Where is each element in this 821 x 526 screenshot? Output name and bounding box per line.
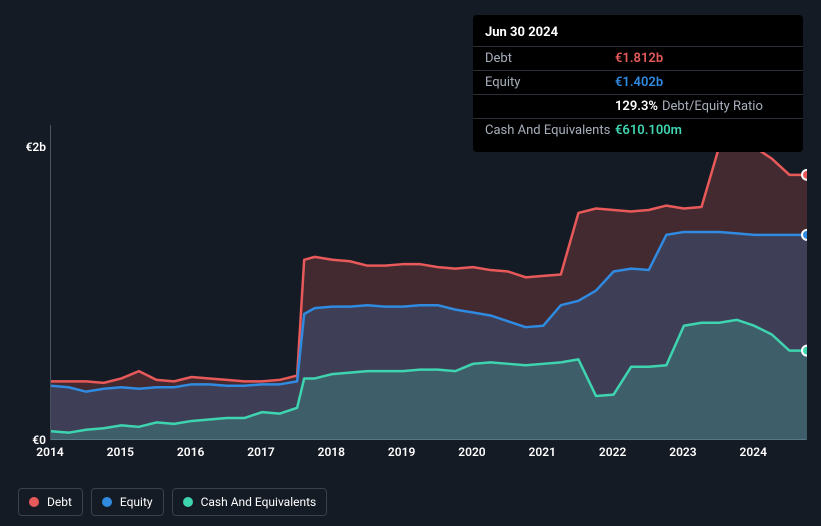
tooltip-row: Cash And Equivalents€610.100m: [473, 118, 803, 142]
chart-tooltip: Jun 30 2024 Debt€1.812bEquity€1.402b129.…: [473, 15, 803, 152]
x-axis: 2014201520162017201820192020202120222023…: [50, 445, 806, 465]
plot-area[interactable]: [50, 125, 806, 440]
tooltip-row: Debt€1.812b: [473, 46, 803, 70]
tooltip-date: Jun 30 2024: [473, 25, 803, 46]
x-tick-label: 2023: [669, 445, 696, 459]
x-tick-label: 2022: [599, 445, 626, 459]
legend-item-equity[interactable]: Equity: [91, 488, 164, 516]
x-tick-label: 2018: [318, 445, 345, 459]
tooltip-value: 129.3%: [615, 99, 658, 114]
y-axis: €0€2b: [18, 125, 50, 440]
legend-dot-icon: [102, 497, 112, 507]
x-tick-label: 2015: [107, 445, 134, 459]
x-tick-label: 2024: [740, 445, 767, 459]
tooltip-label: Equity: [485, 75, 615, 90]
series-marker-debt: [802, 170, 807, 180]
tooltip-value: €1.812b: [615, 51, 663, 66]
x-tick-label: 2014: [36, 445, 63, 459]
tooltip-row: 129.3% Debt/Equity Ratio: [473, 94, 803, 118]
tooltip-extra: Debt/Equity Ratio: [662, 99, 763, 114]
legend-dot-icon: [183, 497, 193, 507]
x-tick-label: 2020: [458, 445, 485, 459]
legend-label: Debt: [47, 495, 72, 509]
chart-svg: [51, 125, 807, 440]
series-marker-equity: [802, 230, 807, 240]
legend-item-cash-and-equivalents[interactable]: Cash And Equivalents: [172, 488, 328, 516]
tooltip-label: [485, 99, 615, 114]
series-marker-cash-and-equivalents: [802, 346, 807, 356]
legend-item-debt[interactable]: Debt: [18, 488, 83, 516]
chart-legend: Debt Equity Cash And Equivalents: [18, 488, 327, 516]
tooltip-value: €1.402b: [615, 75, 663, 90]
tooltip-label: Debt: [485, 51, 615, 66]
legend-label: Equity: [120, 495, 153, 509]
tooltip-row: Equity€1.402b: [473, 70, 803, 94]
x-tick-label: 2016: [177, 445, 204, 459]
tooltip-label: Cash And Equivalents: [485, 123, 615, 138]
legend-dot-icon: [29, 497, 39, 507]
y-tick-label: €2b: [26, 140, 46, 154]
x-tick-label: 2019: [388, 445, 415, 459]
x-tick-label: 2017: [247, 445, 274, 459]
tooltip-value: €610.100m: [615, 123, 682, 138]
debt-equity-chart: €0€2b 2014 2015 2016 2017 2018 2019 2020 2021 20…: [18, 125, 806, 480]
x-tick-label: 2021: [529, 445, 556, 459]
legend-label: Cash And Equivalents: [201, 495, 317, 509]
